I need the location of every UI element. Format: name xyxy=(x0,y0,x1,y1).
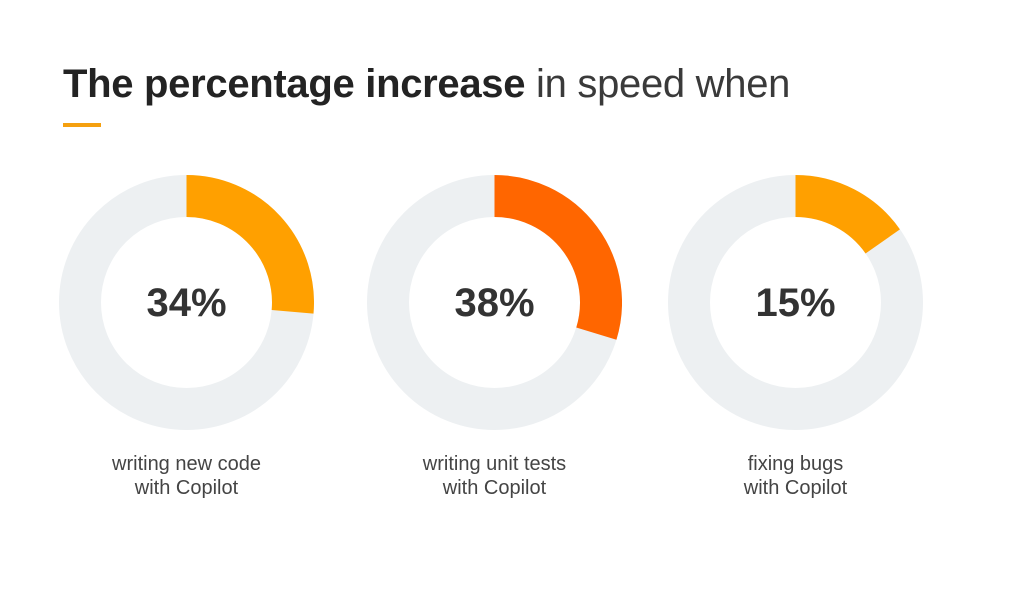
donut-caption-new-code: writing new code with Copilot xyxy=(59,452,314,500)
donut-value: 15% xyxy=(755,281,836,325)
donut-ring xyxy=(367,175,622,430)
title-accent-bar xyxy=(63,123,101,127)
donut-value: 38% xyxy=(454,281,535,325)
donut-chart-new-code: 34% xyxy=(59,175,314,430)
caption-line: with Copilot xyxy=(134,477,239,499)
title-bold: The percentage increase xyxy=(63,62,526,106)
donut-chart-fixing-bugs: 15% xyxy=(668,175,923,430)
title-light: in speed when xyxy=(525,62,791,106)
donut-value: 34% xyxy=(146,281,227,325)
donut-caption-unit-tests: writing unit tests with Copilot xyxy=(367,452,622,500)
caption-line: with Copilot xyxy=(442,477,547,499)
chart-title: The percentage increase in speed when xyxy=(63,58,790,110)
donut-chart-unit-tests: 38% xyxy=(367,175,622,430)
caption-line: with Copilot xyxy=(743,477,848,499)
caption-line: writing new code xyxy=(112,453,261,475)
donut-caption-fixing-bugs: fixing bugs with Copilot xyxy=(668,452,923,500)
caption-line: writing unit tests xyxy=(422,453,567,475)
donut-ring xyxy=(59,175,314,430)
donut-ring xyxy=(668,175,923,430)
caption-line: fixing bugs xyxy=(747,453,844,475)
